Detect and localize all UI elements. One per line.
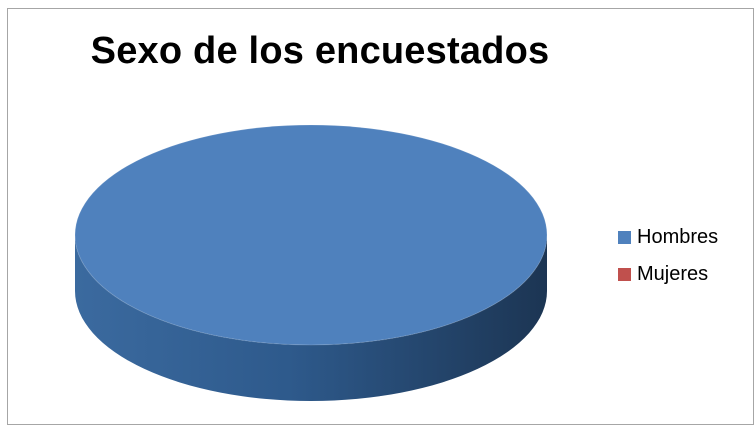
legend-item-mujeres: Mujeres (618, 263, 718, 285)
legend: Hombres Mujeres (618, 226, 718, 300)
chart-title: Sexo de los encuestados (90, 30, 550, 72)
pie-top-edge (74, 124, 548, 346)
pie-side-wall (75, 235, 547, 401)
legend-item-hombres: Hombres (618, 226, 718, 248)
legend-label-mujeres: Mujeres (637, 262, 709, 285)
legend-label-hombres: Hombres (637, 225, 719, 248)
legend-swatch-hombres (618, 230, 631, 244)
legend-swatch-mujeres (618, 267, 631, 281)
pie-slice-hombres (75, 125, 547, 345)
